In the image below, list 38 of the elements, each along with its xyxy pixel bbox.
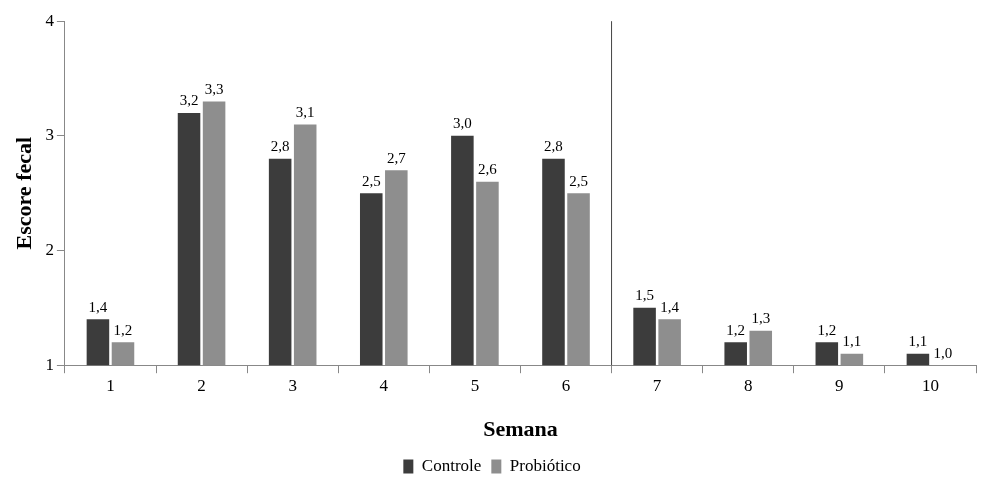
x-tick-label: 6 — [561, 375, 571, 395]
legend-label: Probiótico — [509, 455, 581, 475]
y-axis-title: Escore fecal — [10, 136, 36, 250]
y-tick-label: 4 — [45, 10, 55, 30]
data-label: 1,2 — [817, 321, 837, 338]
y-tick-label: 2 — [45, 240, 54, 259]
data-label: 3,2 — [179, 92, 199, 109]
x-tick-label: 1 — [106, 375, 115, 395]
x-tick-label: 8 — [743, 375, 753, 395]
x-tick-label: 5 — [470, 375, 480, 395]
x-tick-label: 3 — [288, 375, 297, 395]
x-axis-title: Semana — [483, 416, 558, 442]
data-label: 2,5 — [361, 172, 381, 189]
data-label: 3,3 — [204, 80, 224, 97]
y-tick-label: 1 — [45, 354, 54, 374]
data-label: 1,2 — [113, 321, 133, 338]
data-label: 1,2 — [726, 321, 746, 338]
data-label: 1,4 — [660, 298, 680, 315]
x-tick-label: 10 — [921, 375, 939, 395]
x-tick-label: 7 — [652, 375, 662, 395]
data-label: 2,8 — [544, 138, 563, 155]
data-label: 1,0 — [933, 344, 953, 361]
x-tick-label: 2 — [197, 375, 206, 395]
legend-label: Controle — [421, 455, 482, 475]
data-label: 3,0 — [452, 115, 472, 132]
y-tick-label: 3 — [45, 125, 54, 145]
data-label: 1,4 — [88, 298, 108, 315]
x-tick-label: 4 — [379, 375, 389, 395]
data-label: 3,1 — [295, 103, 315, 120]
data-label: 1,3 — [751, 310, 771, 327]
data-label: 1,5 — [635, 287, 654, 304]
data-label: 2,5 — [569, 172, 588, 189]
data-label: 1,1 — [908, 333, 928, 350]
data-label: 2,8 — [270, 138, 290, 155]
data-label: 1,1 — [842, 333, 862, 350]
data-label: 2,6 — [478, 161, 498, 178]
x-tick-label: 9 — [835, 375, 844, 395]
data-label: 2,7 — [386, 149, 407, 166]
